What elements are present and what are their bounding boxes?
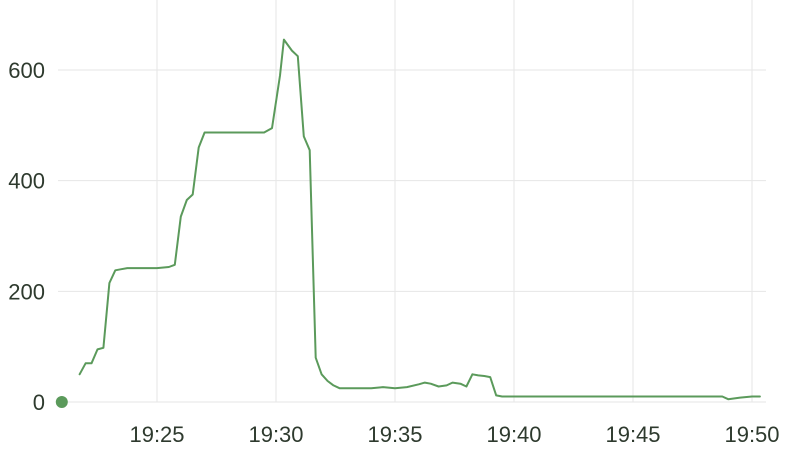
y-tick-label: 0: [33, 390, 45, 415]
marker-layer: [55, 396, 68, 408]
series-layer: [78, 38, 761, 401]
series-line: [78, 38, 761, 401]
data-point-marker: [55, 396, 68, 408]
grid-lines: [58, 0, 766, 403]
x-tick-label: 19:25: [129, 422, 184, 447]
x-axis-ticks: 19:25 19:30 19:35 19:40 19:45 19:50: [129, 422, 779, 447]
y-tick-label: 600: [8, 58, 45, 83]
y-tick-label: 200: [8, 279, 45, 304]
x-tick-label: 19:30: [248, 422, 303, 447]
x-tick-label: 19:50: [724, 422, 779, 447]
x-tick-label: 19:35: [367, 422, 422, 447]
y-tick-label: 400: [8, 169, 45, 194]
x-tick-label: 19:40: [486, 422, 541, 447]
x-tick-label: 19:45: [605, 422, 660, 447]
y-axis-ticks: 0 200 400 600: [8, 58, 45, 415]
